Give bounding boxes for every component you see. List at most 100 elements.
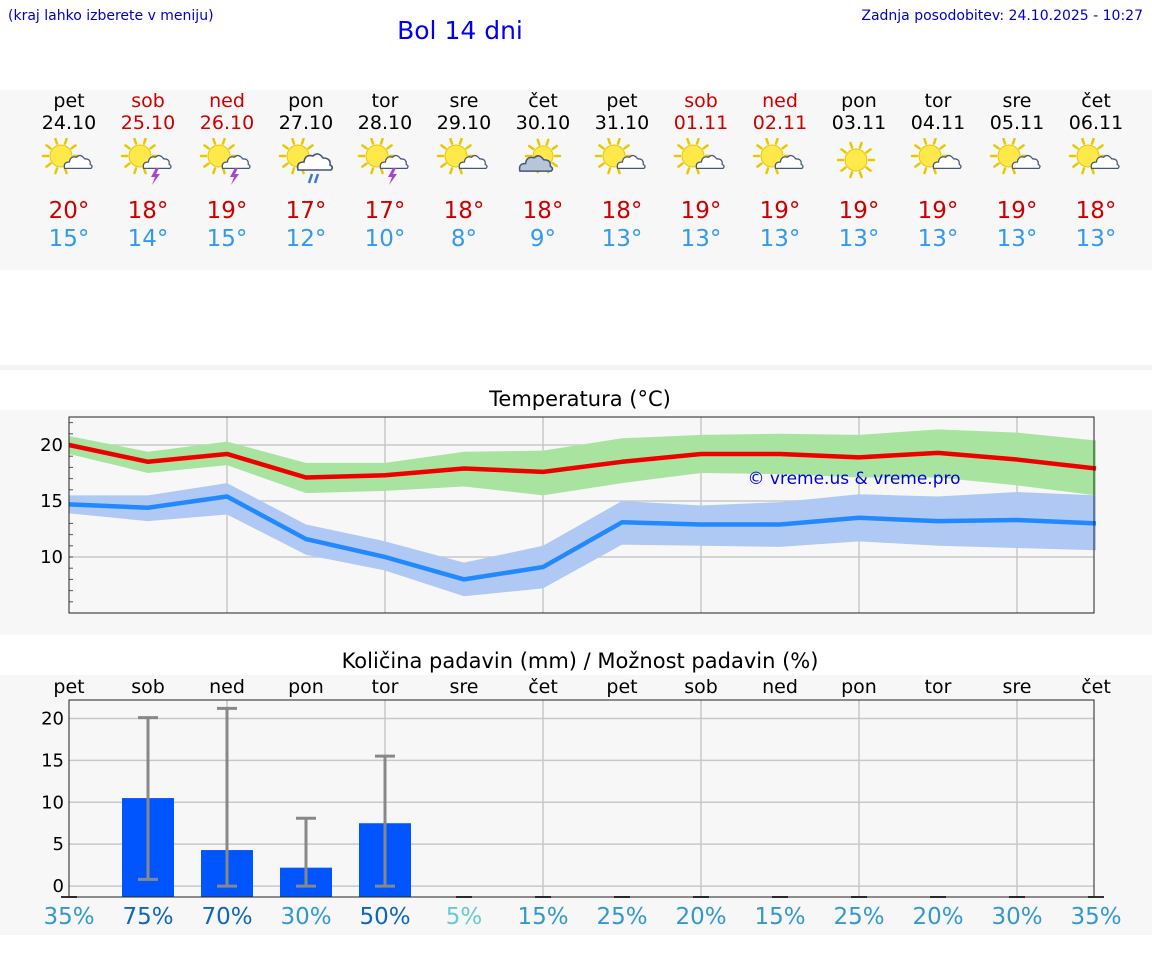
day-name: čet xyxy=(1081,90,1111,112)
cloud-shape xyxy=(458,154,488,170)
cloud-shape xyxy=(63,154,93,170)
day-name: sob xyxy=(131,90,165,112)
sunny-icon xyxy=(836,141,876,179)
day-name: pon xyxy=(288,90,324,112)
day-name: sob xyxy=(684,90,718,112)
sun-shape xyxy=(357,138,397,175)
rain-shower-icon xyxy=(278,138,334,184)
x-tick-label: čet xyxy=(528,676,558,698)
cloud-shape xyxy=(221,154,251,170)
day-date: 02.11 xyxy=(752,112,808,134)
cloud-shape xyxy=(774,154,804,170)
precipitation-probability: 35% xyxy=(43,904,95,930)
lightning-bolt xyxy=(388,168,397,185)
partly-cloudy-icon xyxy=(436,138,488,175)
plot-border xyxy=(68,699,1095,898)
mostly-cloudy-icon xyxy=(518,138,562,174)
day-name: tor xyxy=(924,90,952,112)
temperature-chart-title: Temperatura (°C) xyxy=(489,387,671,411)
max-temperature: 19° xyxy=(759,198,801,224)
max-temperature: 17° xyxy=(285,198,327,224)
day-column: ned 26.10 19° 15° xyxy=(192,90,262,252)
precipitation-probability: 30% xyxy=(991,904,1043,930)
day-date: 24.10 xyxy=(41,112,97,134)
sun-shape xyxy=(910,138,950,175)
max-temperature: 18° xyxy=(127,198,169,224)
precipitation-chart-title: Količina padavin (mm) / Možnost padavin … xyxy=(341,649,819,673)
partly-cloudy-icon xyxy=(594,138,646,175)
cloud-shape xyxy=(1011,154,1041,170)
error-bar xyxy=(296,816,316,888)
day-column: sre 29.10 18° 8° xyxy=(429,90,499,252)
min-temperature: 13° xyxy=(1075,226,1117,252)
temperature-line xyxy=(68,442,1097,480)
max-temperature: 20° xyxy=(48,198,90,224)
cloud-shape xyxy=(932,154,962,170)
min-temperature: 13° xyxy=(838,226,880,252)
y-tick-label: 15 xyxy=(41,750,64,771)
y-tick-label: 15 xyxy=(40,491,63,512)
day-date: 04.11 xyxy=(910,112,966,134)
min-temperature: 13° xyxy=(601,226,643,252)
day-date: 30.10 xyxy=(515,112,571,134)
day-column: pon 27.10 17° 12° xyxy=(271,90,341,252)
day-name: ned xyxy=(209,90,245,112)
day-column: tor 04.11 19° 13° xyxy=(903,90,973,252)
day-column: sre 05.11 19° 13° xyxy=(982,90,1052,252)
last-updated: Zadnja posodobitev: 24.10.2025 - 10:27 xyxy=(861,8,1143,24)
section-divider xyxy=(0,365,1152,370)
day-date: 01.11 xyxy=(673,112,729,134)
min-temperature: 15° xyxy=(48,226,90,252)
daily-forecast: pet 24.10 20° 15° sob 25.10 18° 14° ned 26.10 19° 1… xyxy=(0,90,1152,270)
thunderstorm-icon xyxy=(120,138,172,185)
partly-cloudy-icon xyxy=(1068,138,1120,175)
partly-cloudy-icon xyxy=(989,138,1041,175)
day-column: sob 01.11 19° 13° xyxy=(666,90,736,252)
day-name: sre xyxy=(1002,90,1032,112)
day-column: čet 06.11 18° 13° xyxy=(1061,90,1131,252)
location-hint: (kraj lahko izberete v meniju) xyxy=(8,8,214,24)
precipitation-probability: 50% xyxy=(359,904,411,930)
day-date: 28.10 xyxy=(357,112,413,134)
temperature-line xyxy=(68,494,1097,582)
y-tick-label: 20 xyxy=(41,708,64,729)
page-title: Bol 14 dni xyxy=(397,16,523,45)
precipitation-probability: 30% xyxy=(280,904,332,930)
partly-cloudy-icon xyxy=(752,138,804,175)
error-bar xyxy=(375,754,395,888)
day-column: pon 03.11 19° 13° xyxy=(824,90,894,252)
max-temperature: 17° xyxy=(364,198,406,224)
max-temperature: 19° xyxy=(206,198,248,224)
day-date: 31.10 xyxy=(594,112,650,134)
y-tick-label: 20 xyxy=(40,435,63,456)
error-bar xyxy=(217,706,237,888)
day-column: pet 31.10 18° 13° xyxy=(587,90,657,252)
min-temperature: 12° xyxy=(285,226,327,252)
day-column: tor 28.10 17° 10° xyxy=(350,90,420,252)
min-temperature: 9° xyxy=(529,226,557,252)
cloud-shape xyxy=(296,153,334,171)
precipitation-probability: 75% xyxy=(122,904,174,930)
x-tick-label: pon xyxy=(288,676,324,698)
thunderstorm-icon xyxy=(357,138,409,185)
day-date: 05.11 xyxy=(989,112,1045,134)
cloud-shape xyxy=(379,154,409,170)
day-date: 25.10 xyxy=(120,112,176,134)
day-date: 26.10 xyxy=(199,112,255,134)
sun-shape xyxy=(752,138,792,175)
partly-cloudy-icon xyxy=(41,138,93,175)
chart-copyright: © vreme.us & vreme.pro xyxy=(747,469,960,489)
error-bar xyxy=(138,716,158,881)
day-name: ned xyxy=(762,90,798,112)
thunderstorm-icon xyxy=(199,138,251,185)
cloud-shape xyxy=(1090,154,1120,170)
day-date: 03.11 xyxy=(831,112,887,134)
cloud-shape xyxy=(518,155,554,172)
x-tick-label: sre xyxy=(1003,676,1032,698)
precipitation-probability: 20% xyxy=(675,904,727,930)
day-name: tor xyxy=(371,90,399,112)
partly-cloudy-icon xyxy=(673,138,725,175)
cloud-shape xyxy=(616,154,646,170)
precipitation-probability: 15% xyxy=(517,904,569,930)
precipitation-probability: 70% xyxy=(201,904,253,930)
